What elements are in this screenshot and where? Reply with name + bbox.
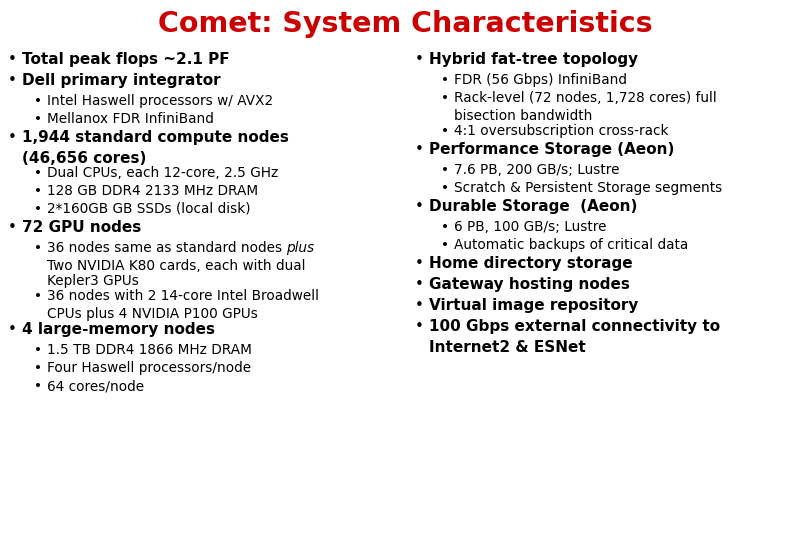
Text: •: •	[441, 238, 449, 252]
Text: FDR (56 Gbps) InfiniBand: FDR (56 Gbps) InfiniBand	[454, 73, 627, 87]
Text: 36 nodes same as standard nodes: 36 nodes same as standard nodes	[47, 241, 286, 255]
Text: •: •	[8, 73, 17, 88]
Text: Comet: System Characteristics: Comet: System Characteristics	[158, 10, 653, 38]
Text: •: •	[34, 241, 42, 255]
Text: •: •	[441, 181, 449, 195]
Text: Home directory storage: Home directory storage	[429, 256, 633, 271]
Text: •: •	[441, 220, 449, 234]
Text: Scratch & Persistent Storage segments: Scratch & Persistent Storage segments	[454, 181, 723, 195]
Text: 72 GPU nodes: 72 GPU nodes	[22, 220, 141, 235]
Text: •: •	[415, 199, 424, 214]
Text: 6 PB, 100 GB/s; Lustre: 6 PB, 100 GB/s; Lustre	[454, 220, 607, 234]
Text: Internet2 & ESNet: Internet2 & ESNet	[429, 340, 586, 355]
Text: 2*160GB GB SSDs (local disk): 2*160GB GB SSDs (local disk)	[47, 202, 251, 216]
Text: Dual CPUs, each 12-core, 2.5 GHz: Dual CPUs, each 12-core, 2.5 GHz	[47, 166, 278, 180]
Text: •: •	[441, 73, 449, 87]
Text: •: •	[34, 94, 42, 108]
Text: Kepler3 GPUs: Kepler3 GPUs	[47, 274, 139, 288]
Text: •: •	[34, 361, 42, 375]
Text: 1.5 TB DDR4 1866 MHz DRAM: 1.5 TB DDR4 1866 MHz DRAM	[47, 343, 252, 357]
Text: 4:1 oversubscription cross-rack: 4:1 oversubscription cross-rack	[454, 124, 668, 138]
Text: 36 nodes with 2 14-core Intel Broadwell: 36 nodes with 2 14-core Intel Broadwell	[47, 289, 319, 303]
Text: •: •	[34, 166, 42, 180]
Text: •: •	[34, 379, 42, 393]
Text: Virtual image repository: Virtual image repository	[429, 298, 638, 313]
Text: Durable Storage  (Aeon): Durable Storage (Aeon)	[429, 199, 637, 214]
Text: bisection bandwidth: bisection bandwidth	[454, 109, 592, 123]
Text: 7.6 PB, 200 GB/s; Lustre: 7.6 PB, 200 GB/s; Lustre	[454, 163, 620, 177]
Text: 4 large-memory nodes: 4 large-memory nodes	[22, 322, 215, 337]
Text: •: •	[415, 277, 424, 292]
Text: (46,656 cores): (46,656 cores)	[22, 151, 146, 166]
Text: •: •	[8, 52, 17, 67]
Text: •: •	[441, 124, 449, 138]
Text: •: •	[34, 112, 42, 126]
Text: 128 GB DDR4 2133 MHz DRAM: 128 GB DDR4 2133 MHz DRAM	[47, 184, 258, 198]
Text: 64 cores/node: 64 cores/node	[47, 379, 144, 393]
Text: •: •	[415, 256, 424, 271]
Text: •: •	[415, 142, 424, 157]
Text: Intel Haswell processors w/ AVX2: Intel Haswell processors w/ AVX2	[47, 94, 273, 108]
Text: Total peak flops ~2.1 PF: Total peak flops ~2.1 PF	[22, 52, 230, 67]
Text: Mellanox FDR InfiniBand: Mellanox FDR InfiniBand	[47, 112, 214, 126]
Text: •: •	[34, 289, 42, 303]
Text: Gateway hosting nodes: Gateway hosting nodes	[429, 277, 630, 292]
Text: 1,944 standard compute nodes: 1,944 standard compute nodes	[22, 130, 289, 145]
Text: •: •	[415, 52, 424, 67]
Text: Rack-level (72 nodes, 1,728 cores) full: Rack-level (72 nodes, 1,728 cores) full	[454, 91, 717, 105]
Text: plus: plus	[286, 241, 315, 255]
Text: •: •	[8, 130, 17, 145]
Text: •: •	[441, 163, 449, 177]
Text: •: •	[441, 91, 449, 105]
Text: •: •	[34, 184, 42, 198]
Text: Four Haswell processors/node: Four Haswell processors/node	[47, 361, 251, 375]
Text: •: •	[8, 220, 17, 235]
Text: •: •	[415, 298, 424, 313]
Text: Two NVIDIA K80 cards, each with dual: Two NVIDIA K80 cards, each with dual	[47, 259, 306, 273]
Text: •: •	[415, 319, 424, 334]
Text: CPUs plus 4 NVIDIA P100 GPUs: CPUs plus 4 NVIDIA P100 GPUs	[47, 307, 258, 321]
Text: Automatic backups of critical data: Automatic backups of critical data	[454, 238, 689, 252]
Text: 100 Gbps external connectivity to: 100 Gbps external connectivity to	[429, 319, 720, 334]
Text: Performance Storage (Aeon): Performance Storage (Aeon)	[429, 142, 675, 157]
Text: •: •	[34, 343, 42, 357]
Text: Hybrid fat-tree topology: Hybrid fat-tree topology	[429, 52, 638, 67]
Text: Dell primary integrator: Dell primary integrator	[22, 73, 221, 88]
Text: •: •	[34, 202, 42, 216]
Text: •: •	[8, 322, 17, 337]
